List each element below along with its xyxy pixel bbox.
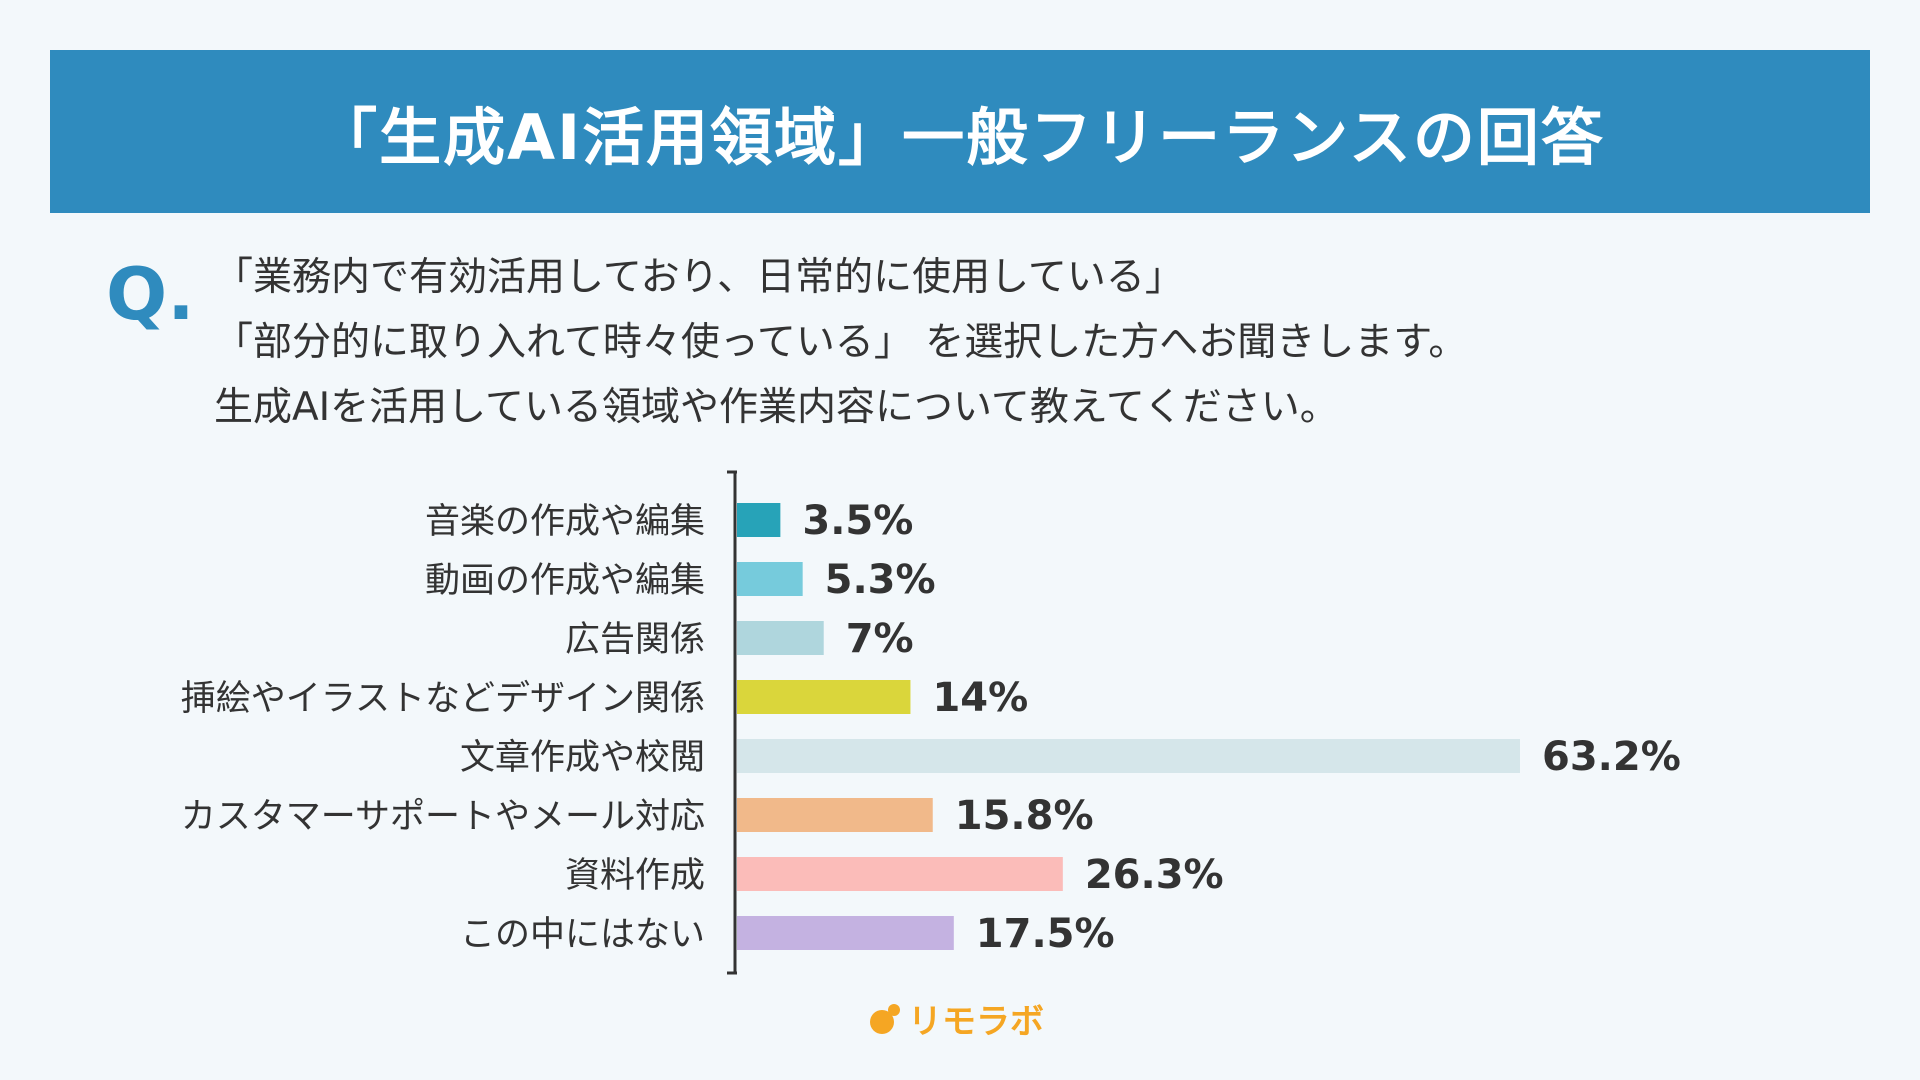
value-label: 26.3% bbox=[1085, 852, 1224, 898]
page-title: 「生成AI活用領域」一般フリーランスの回答 bbox=[315, 100, 1605, 174]
bar bbox=[737, 680, 911, 714]
bar bbox=[737, 621, 824, 655]
logo: リモラボ bbox=[870, 994, 1044, 1043]
logo-mark-icon bbox=[870, 1003, 900, 1034]
question-mark: Q. bbox=[106, 252, 195, 336]
bar bbox=[737, 562, 803, 596]
value-label: 63.2% bbox=[1542, 734, 1681, 780]
category-label: 音楽の作成や編集 bbox=[425, 502, 705, 542]
category-label: カスタマーサポートやメール対応 bbox=[181, 797, 705, 837]
question-text: 「業務内で有効活用しており、日常的に使用している」 「部分的に取り入れて時々使っ… bbox=[214, 245, 1467, 440]
value-label: 17.5% bbox=[976, 911, 1115, 957]
question-line-1: 「業務内で有効活用しており、日常的に使用している」 bbox=[214, 255, 1184, 300]
logo-text: リモラボ bbox=[908, 1002, 1044, 1042]
category-label: 広告関係 bbox=[565, 620, 705, 660]
value-label: 14% bbox=[932, 675, 1028, 721]
value-label: 7% bbox=[846, 616, 914, 662]
category-label: 挿絵やイラストなどデザイン関係 bbox=[181, 679, 705, 719]
category-label: 文章作成や校閲 bbox=[460, 738, 705, 778]
value-label: 15.8% bbox=[955, 793, 1094, 839]
bar bbox=[737, 503, 781, 537]
bar bbox=[737, 739, 1520, 773]
category-label: この中にはない bbox=[460, 915, 705, 955]
bar bbox=[737, 916, 954, 950]
bar-chart: 音楽の作成や編集 3.5% 動画の作成や編集 5.3% 広告関係 7% 挿絵やイラストなどデ… bbox=[181, 470, 1681, 975]
bar bbox=[737, 857, 1063, 891]
bar bbox=[737, 798, 933, 832]
question-line-2: 「部分的に取り入れて時々使っている」 を選択した方へお聞きします。 bbox=[214, 320, 1468, 365]
header-bar: 「生成AI活用領域」一般フリーランスの回答 bbox=[50, 50, 1870, 213]
value-label: 5.3% bbox=[825, 557, 936, 603]
category-label: 動画の作成や編集 bbox=[425, 561, 705, 601]
value-label: 3.5% bbox=[802, 498, 913, 544]
category-label: 資料作成 bbox=[565, 856, 705, 896]
question-line-3: 生成AIを活用している領域や作業内容について教えてください。 bbox=[214, 385, 1339, 430]
